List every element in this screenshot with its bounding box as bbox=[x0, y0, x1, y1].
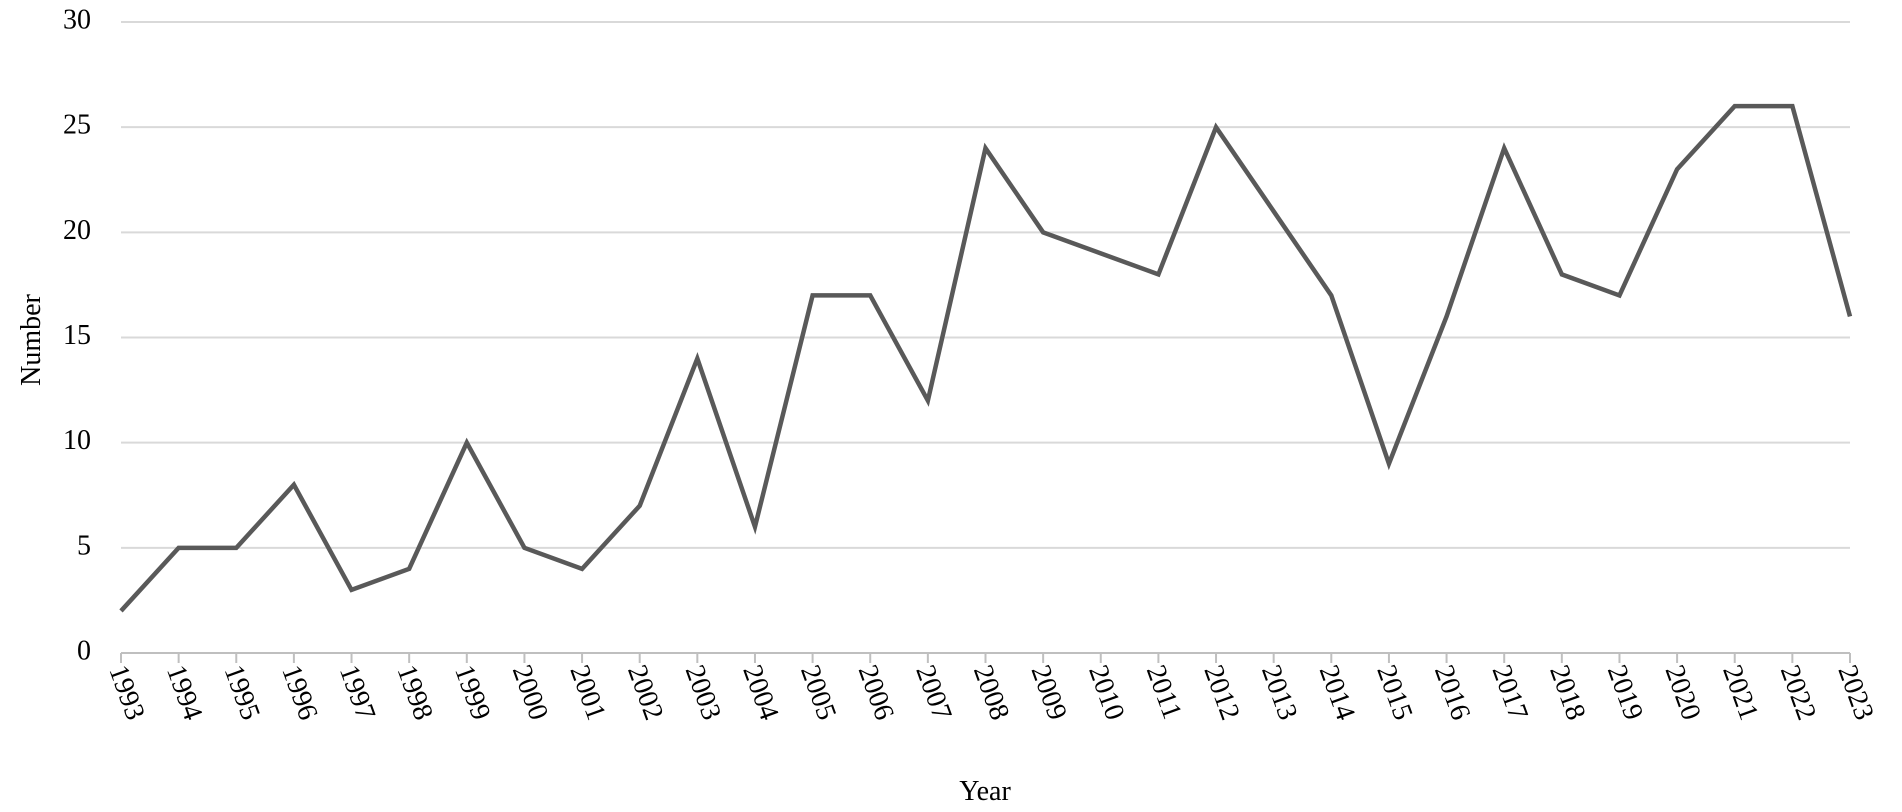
x-tick-label: 2015 bbox=[1370, 661, 1418, 724]
x-tick-label: 1995 bbox=[218, 661, 266, 724]
x-tick-label: 1993 bbox=[102, 661, 150, 724]
data-line bbox=[119, 103, 1853, 613]
y-axis-label: Number bbox=[16, 293, 47, 385]
x-tick-label: 1999 bbox=[448, 661, 496, 724]
y-tick-label: 30 bbox=[63, 4, 91, 35]
y-tick-label: 25 bbox=[63, 110, 91, 141]
x-tick-label: 1994 bbox=[160, 661, 208, 724]
x-tick-label: 2022 bbox=[1774, 661, 1822, 724]
y-tick-label: 10 bbox=[63, 425, 91, 456]
y-tick-label: 15 bbox=[63, 320, 91, 351]
x-tick-label: 1996 bbox=[275, 661, 323, 724]
x-tick-label: 2009 bbox=[1025, 661, 1073, 724]
x-tick-label: 2006 bbox=[852, 661, 900, 724]
x-tick-label: 2017 bbox=[1486, 661, 1534, 724]
x-tick-label: 2014 bbox=[1313, 661, 1361, 724]
x-tick-label: 2019 bbox=[1601, 661, 1649, 724]
x-axis-label: Year bbox=[959, 776, 1011, 807]
x-tick-label: 1997 bbox=[333, 661, 381, 724]
x-tick-label: 2021 bbox=[1716, 661, 1764, 724]
x-tick-label: 2001 bbox=[563, 661, 611, 724]
x-tick-label: 2002 bbox=[621, 661, 669, 724]
x-tick-label: 2012 bbox=[1197, 661, 1245, 724]
x-tick-label: 2010 bbox=[1082, 661, 1130, 724]
y-tick-label: 5 bbox=[77, 530, 91, 561]
x-tick-label: 2007 bbox=[909, 661, 957, 724]
x-tick-label: 2011 bbox=[1140, 661, 1188, 723]
x-tick-label: 2023 bbox=[1831, 661, 1879, 724]
x-tick-label: 2004 bbox=[736, 661, 784, 724]
x-tick-label: 2005 bbox=[794, 661, 842, 724]
x-tick-label: 2013 bbox=[1255, 661, 1303, 724]
y-tick-label: 0 bbox=[77, 635, 91, 666]
x-tick-label: 2003 bbox=[679, 661, 727, 724]
x-tick-label: 2000 bbox=[506, 661, 554, 724]
x-tick-label: 2020 bbox=[1658, 661, 1706, 724]
x-tick-label: 2008 bbox=[967, 661, 1015, 724]
x-tick-label: 2018 bbox=[1543, 661, 1591, 724]
y-tick-label: 20 bbox=[63, 215, 91, 246]
x-tick-label: 1998 bbox=[391, 661, 439, 724]
x-tick-label: 2016 bbox=[1428, 661, 1476, 724]
